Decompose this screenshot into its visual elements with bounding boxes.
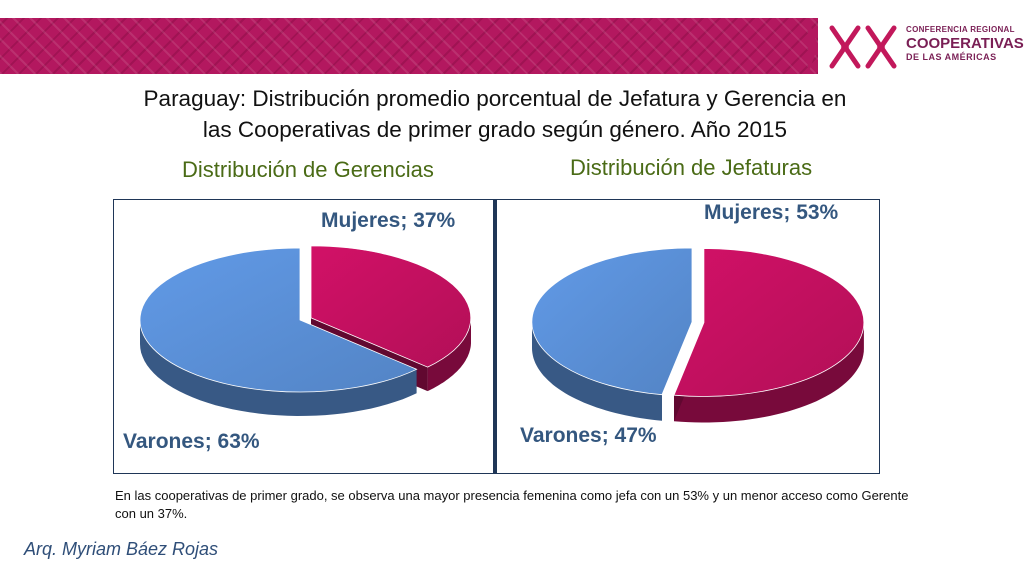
data-label-gerencias-mujeres: Mujeres; 37% — [321, 209, 456, 232]
pie-jefaturas-mujeres-side — [674, 322, 864, 423]
pie-gerencias-varones-slice — [139, 247, 418, 393]
slide-title-line-1: Paraguay: Distribución promedio porcentu… — [143, 86, 847, 111]
chart-frame-divider — [493, 199, 495, 474]
data-label-gerencias-varones: Varones; 63% — [123, 430, 260, 453]
pie-gerencias-mujeres-slice — [310, 245, 472, 368]
pie-jefaturas-mujeres-slice — [673, 248, 865, 397]
pie-jefaturas-varones-side — [532, 322, 662, 421]
logo-line-1: CONFERENCIA REGIONAL — [906, 25, 1015, 34]
pie-jefaturas-varones-slice — [531, 247, 693, 396]
header-banner — [0, 18, 818, 74]
header-banner-tip — [808, 18, 818, 74]
pie-gerencias-varones-side — [140, 320, 417, 416]
conference-logo: CONFERENCIA REGIONAL COOPERATIVAS DE LAS… — [826, 22, 1024, 72]
logo-line-2: COOPERATIVAS — [906, 35, 1024, 52]
data-label-jefaturas-mujeres: Mujeres; 53% — [704, 201, 839, 224]
note-text: En las cooperativas de primer grado, se … — [115, 488, 909, 521]
pie-chart-gerencias — [139, 245, 472, 416]
chart-title-gerencias: Distribución de Gerencias — [182, 157, 434, 182]
data-label-jefaturas-varones: Varones; 47% — [520, 424, 657, 447]
logo-line-3: DE LAS AMÉRICAS — [906, 52, 997, 62]
xx-logo-icon — [829, 25, 897, 69]
chart-title-jefaturas: Distribución de Jefaturas — [570, 155, 813, 180]
pie-chart-jefaturas — [531, 247, 865, 423]
slide-title: Paraguay: Distribución promedio porcentu… — [120, 83, 870, 145]
slide-title-line-2: las Cooperativas de primer grado según g… — [202, 117, 788, 142]
author-name: Arq. Myriam Báez Rojas — [24, 539, 219, 559]
